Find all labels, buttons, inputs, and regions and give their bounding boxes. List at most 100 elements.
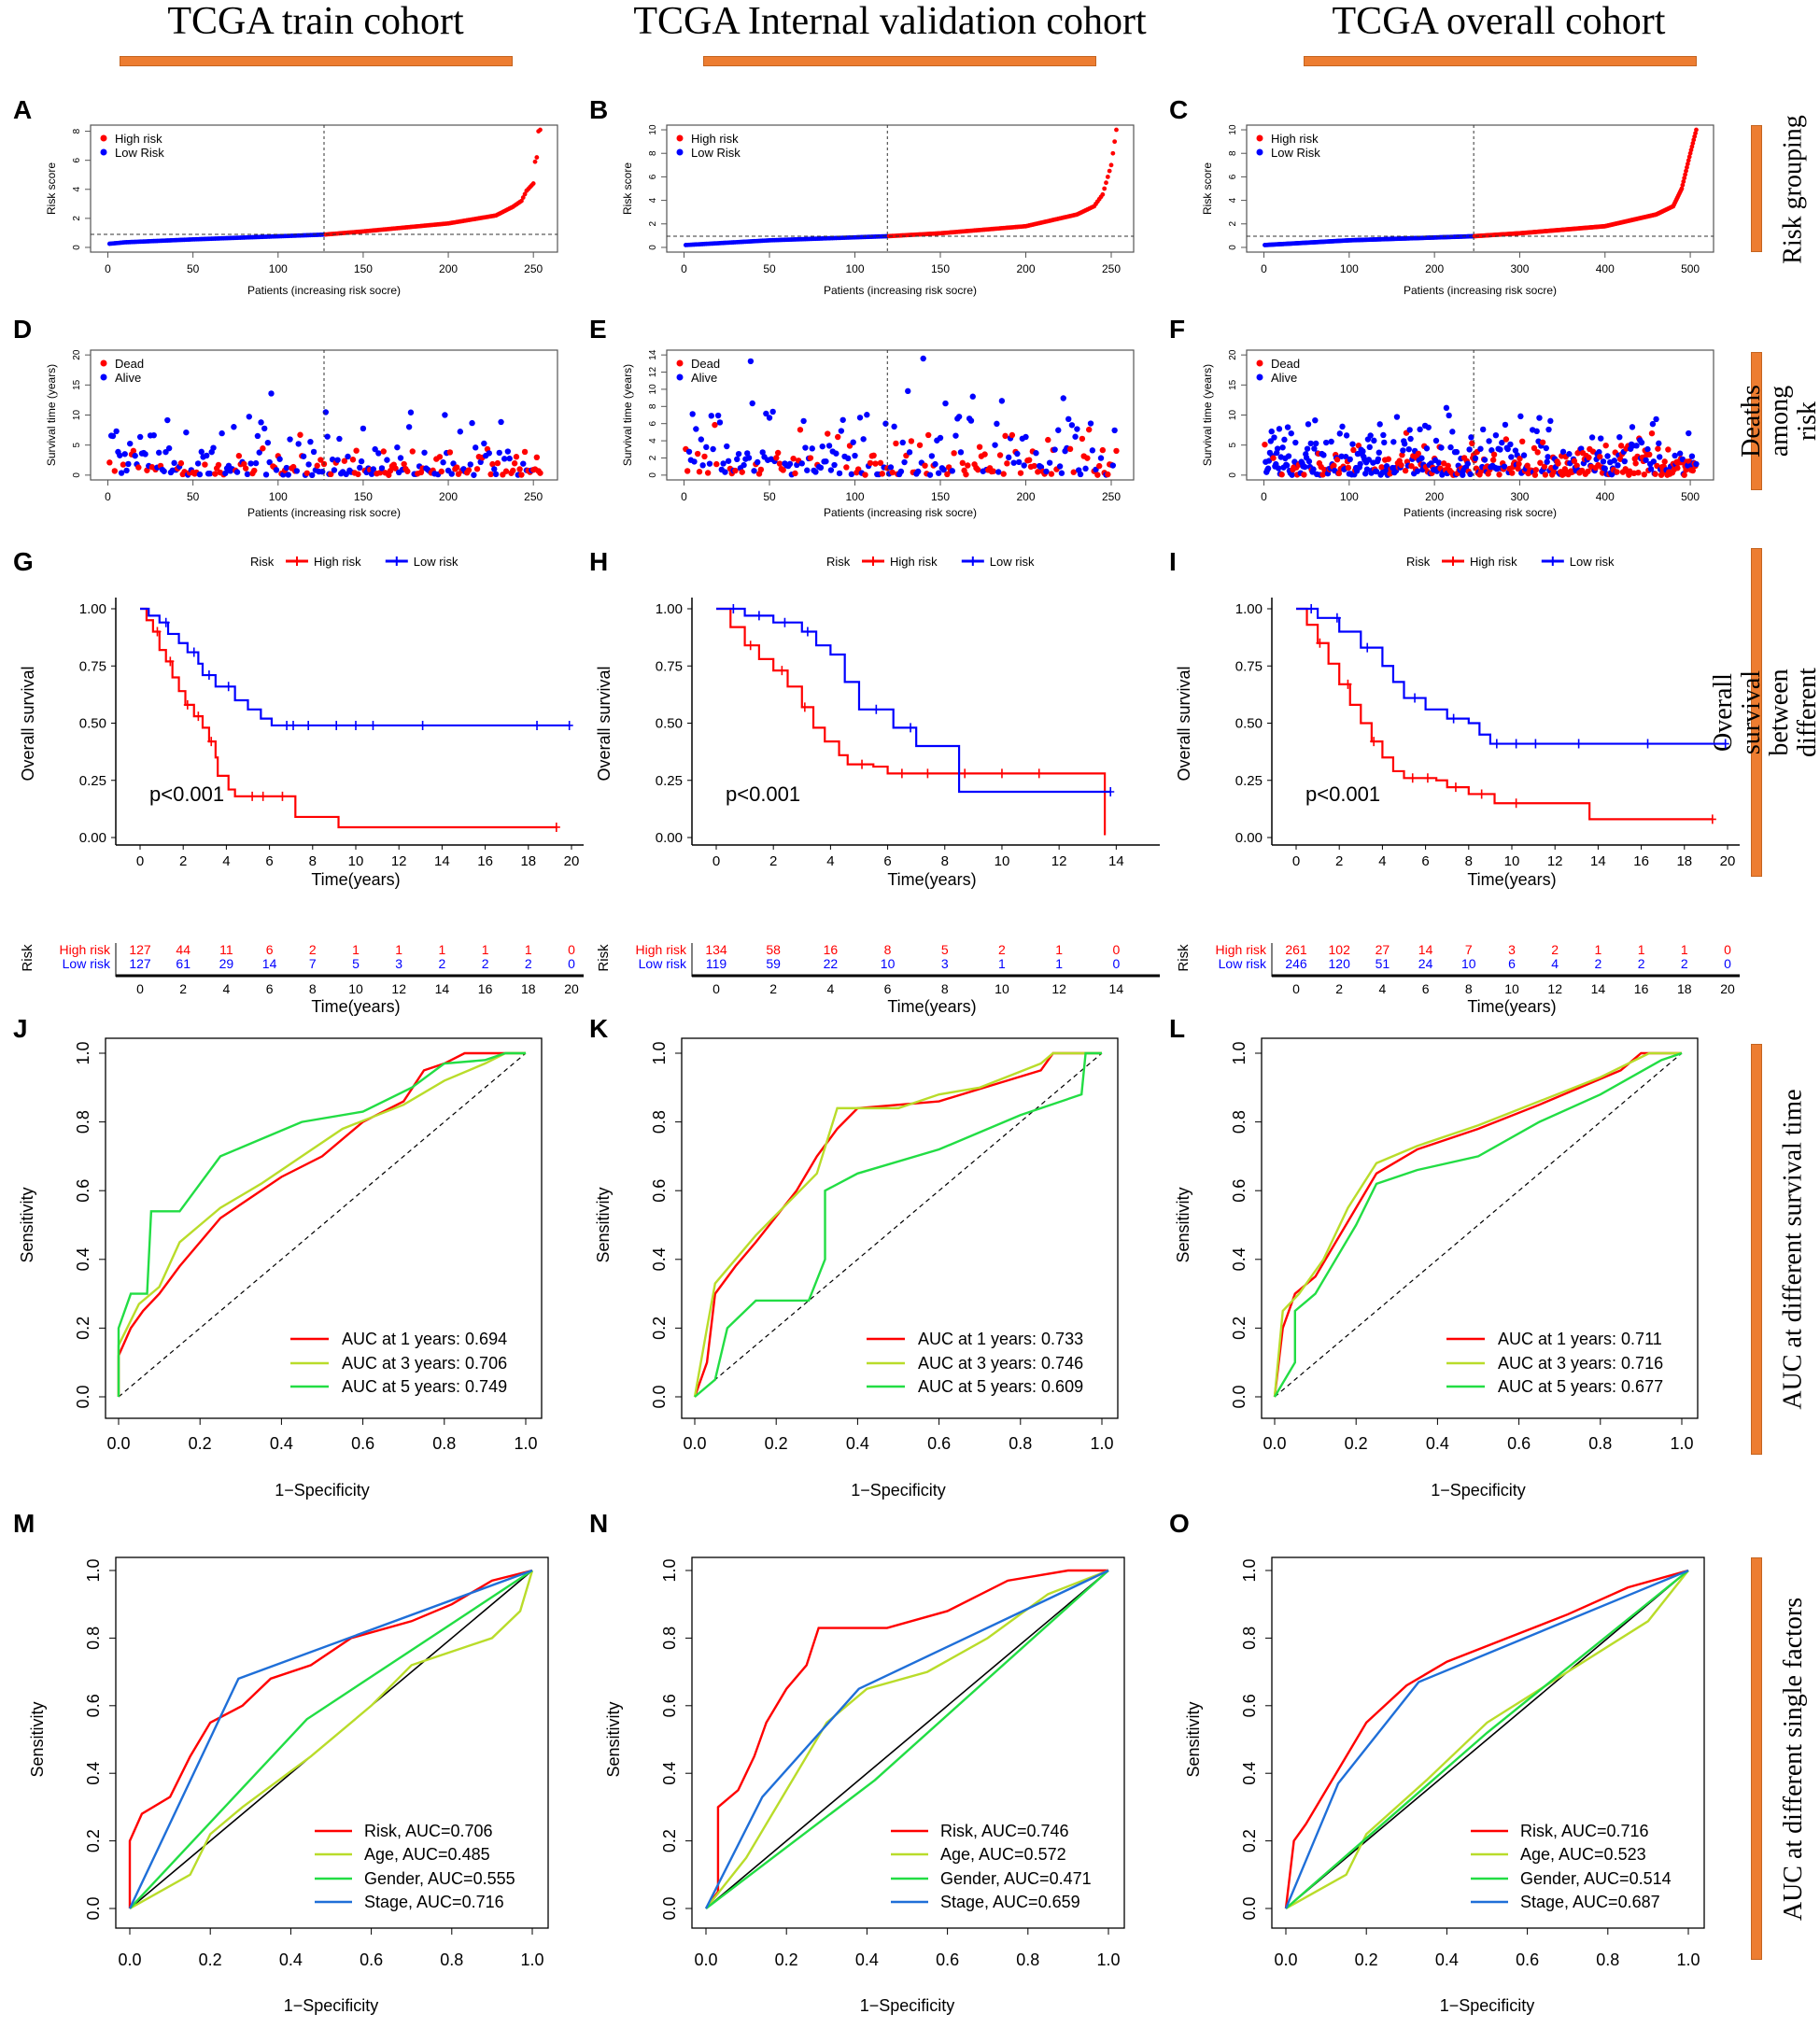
dead-point <box>780 467 786 473</box>
high-risk-point <box>1112 139 1118 145</box>
alive-point <box>1109 462 1117 469</box>
alive-point <box>132 452 138 459</box>
panel-h: H 0.00 0.25 0.50 0.75 1.00 0 2 4 6 8 10 12 14 Time(yea… <box>576 547 1160 1018</box>
risk-table-count: 2 <box>1551 942 1559 957</box>
risk-table-x-tick-label: 20 <box>1720 981 1735 996</box>
alive-point <box>194 460 202 467</box>
dead-point <box>202 461 208 468</box>
dead-point <box>1490 451 1498 458</box>
chart-n: 0.0 0.0 0.2 0.2 0.4 0.4 0.6 0.6 0.8 0.8 1.0 1.0 1−Sp… <box>604 1556 1125 2015</box>
risk-table-count: 0 <box>568 956 575 971</box>
x-tick-label: 100 <box>845 262 864 275</box>
alive-point <box>1417 426 1423 433</box>
alive-point <box>1438 444 1445 451</box>
dead-point <box>242 465 249 472</box>
alive-point <box>1512 447 1519 454</box>
censor-mark <box>1644 739 1652 749</box>
risk-table-count: 6 <box>1508 956 1516 971</box>
dead-point <box>516 466 523 472</box>
alive-point <box>285 472 291 478</box>
alive-point <box>839 416 846 423</box>
alive-point <box>1432 437 1440 444</box>
row-bar-deaths <box>1751 352 1762 490</box>
dead-point <box>513 454 520 460</box>
alive-point <box>1672 452 1678 459</box>
y-tick-label: 0.25 <box>656 773 683 789</box>
dead-point <box>1398 461 1404 469</box>
legend-label: High risk <box>1470 555 1517 569</box>
alive-point <box>1486 438 1492 444</box>
dead-point <box>1009 431 1016 439</box>
alive-point <box>714 412 722 419</box>
dead-point <box>297 431 303 438</box>
alive-point <box>856 415 864 421</box>
alive-point <box>1268 428 1275 435</box>
risk-table-count: 2 <box>309 942 317 957</box>
dead-point <box>489 460 496 468</box>
panel-b: B 0 50 100 150 200 250 0 2 4 6 8 10 Patients (increas… <box>576 93 1152 317</box>
alive-point <box>735 450 742 458</box>
y-tick-label: 0.4 <box>650 1247 669 1271</box>
x-tick-label: 0.4 <box>1426 1434 1449 1453</box>
alive-point <box>222 470 229 477</box>
y-tick-label: 0.0 <box>84 1896 103 1920</box>
dead-point <box>1614 469 1620 475</box>
dead-point <box>1070 469 1077 475</box>
alive-point <box>1545 426 1552 433</box>
dead-point <box>1350 446 1357 454</box>
alive-point <box>1393 414 1401 420</box>
x-axis-label: Patients (increasing risk socre) <box>824 506 977 519</box>
dead-point <box>1531 472 1539 478</box>
alive-point <box>838 428 845 434</box>
x-tick-label: 8 <box>1465 853 1473 869</box>
legend-label: Risk, AUC=0.706 <box>364 1822 493 1840</box>
roc-curve <box>705 1570 1109 1909</box>
dead-point <box>872 460 879 467</box>
high-risk-point <box>1110 150 1116 156</box>
y-tick-label: 1.00 <box>79 601 106 617</box>
alive-point <box>210 444 217 451</box>
legend-marker <box>676 359 684 367</box>
alive-point <box>1339 423 1346 430</box>
alive-point <box>905 387 911 395</box>
alive-point <box>852 452 858 459</box>
risk-table-count: 7 <box>1465 942 1473 957</box>
alive-point <box>262 472 270 478</box>
legend-label: High risk <box>314 555 361 569</box>
dead-point <box>251 467 258 474</box>
alive-point <box>749 400 755 407</box>
x-tick-label: 14 <box>1108 853 1124 869</box>
censor-mark <box>1107 787 1115 796</box>
alive-point <box>1406 427 1413 433</box>
risk-table-x-tick-label: 0 <box>712 981 720 996</box>
legend-label: Stage, AUC=0.687 <box>1520 1893 1660 1911</box>
risk-table-count: 2 <box>482 956 489 971</box>
x-tick-label: 200 <box>1016 490 1035 503</box>
risk-table-count: 119 <box>706 956 727 971</box>
row-label-text: Deaths among risk scores <box>1737 385 1820 458</box>
survival-curve-high-risk <box>1296 607 1713 821</box>
risk-table-x-tick-label: 14 <box>1591 981 1606 996</box>
censor-mark <box>552 822 560 832</box>
x-tick-label: 0.0 <box>1263 1434 1286 1453</box>
row-bar-overall-survival <box>1751 548 1762 877</box>
alive-point <box>1425 424 1432 430</box>
dead-point <box>1542 472 1549 478</box>
risk-table-label: Risk <box>20 944 35 972</box>
dead-point <box>1333 457 1341 463</box>
censor-mark <box>858 759 867 769</box>
alive-point <box>300 453 307 459</box>
roc-curve <box>128 1569 533 1909</box>
y-tick-label: 0.8 <box>1230 1110 1249 1134</box>
x-tick-label: 18 <box>520 853 536 869</box>
alive-point <box>1533 428 1540 435</box>
alive-point <box>804 467 811 473</box>
panel-c: C 0 100 200 300 400 500 0 2 4 6 8 10 Patients (increa… <box>1156 93 1732 317</box>
dead-point <box>1541 463 1548 470</box>
x-tick-label: 0.2 <box>189 1434 212 1453</box>
censor-mark <box>289 720 298 730</box>
dead-point <box>1004 460 1010 467</box>
y-tick-label: 1.0 <box>650 1041 669 1064</box>
risk-table-count: 1 <box>1638 942 1645 957</box>
censor-mark <box>332 720 341 730</box>
